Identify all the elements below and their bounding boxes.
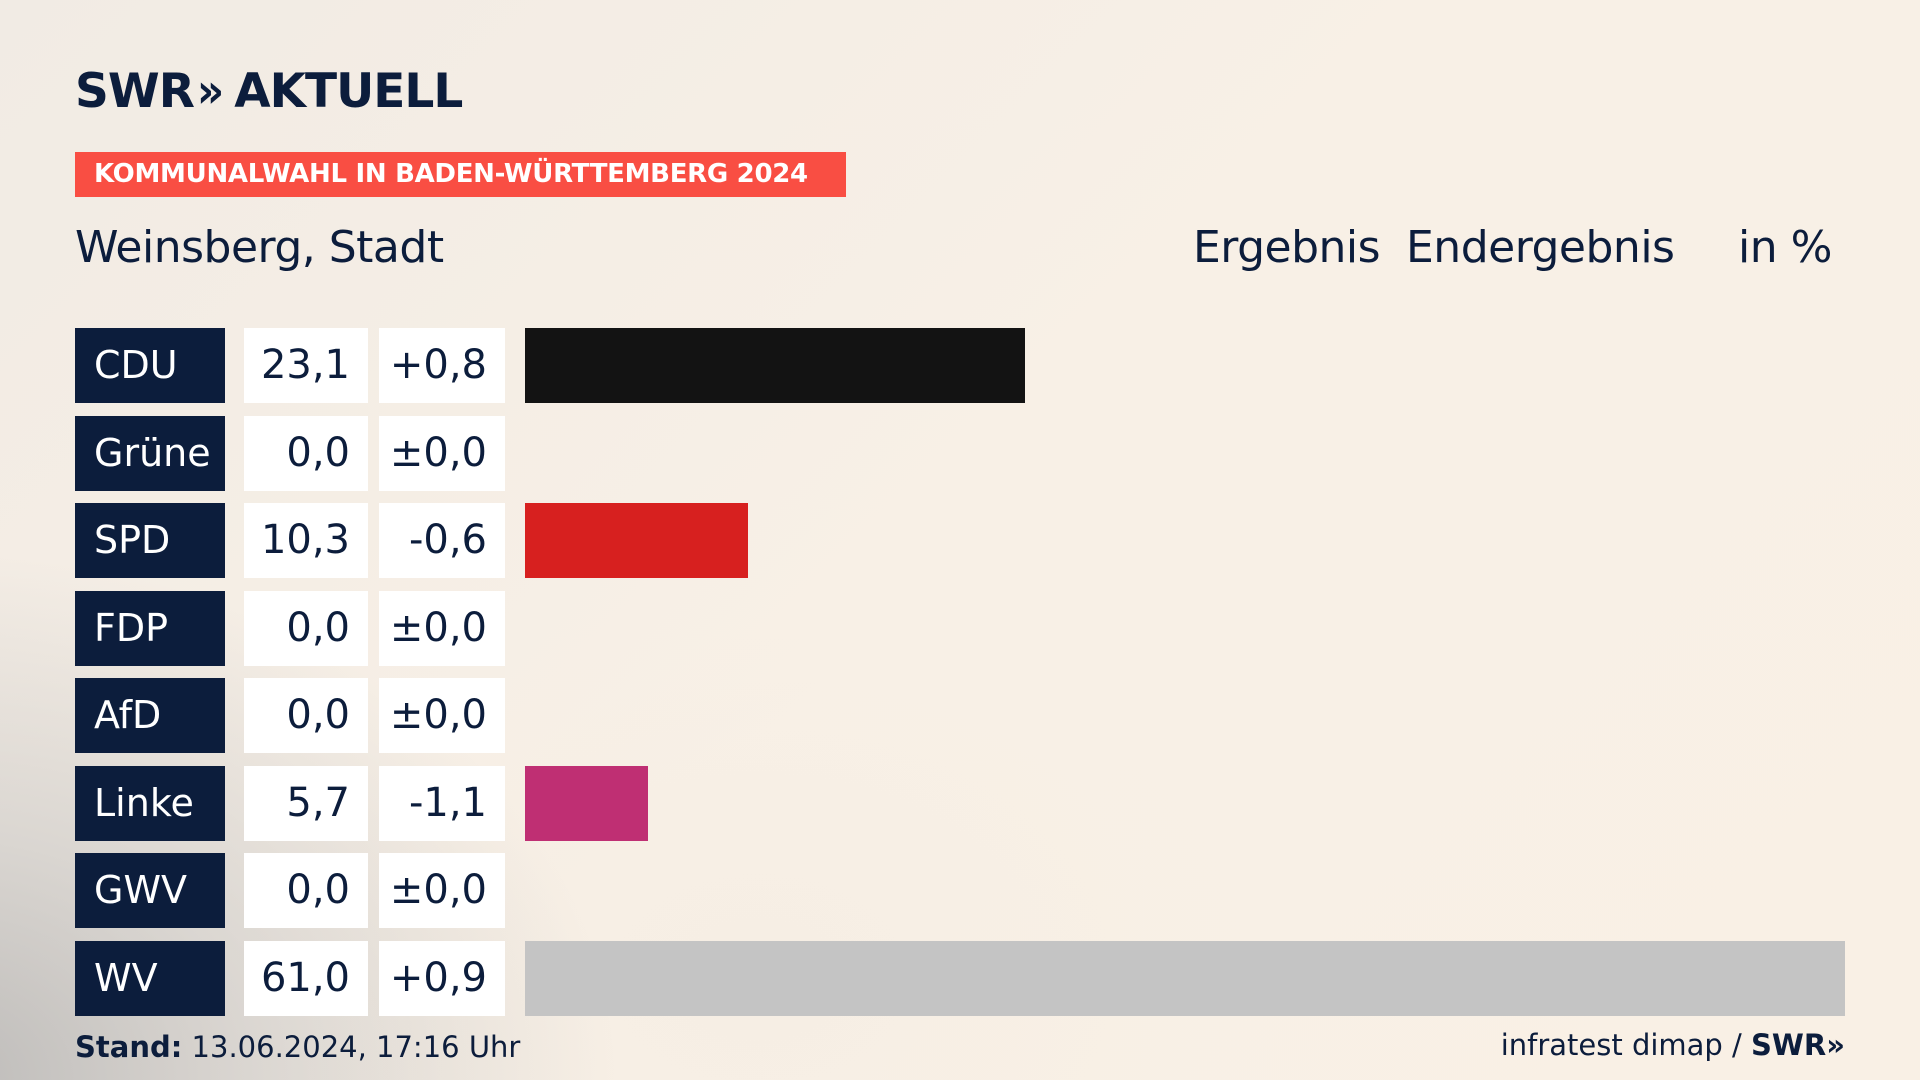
- change-value: ±0,0: [379, 678, 505, 753]
- vote-share-value: 0,0: [244, 853, 368, 928]
- vote-share-value: 0,0: [244, 678, 368, 753]
- vote-share-value: 0,0: [244, 590, 368, 666]
- logo-swr: SWR: [75, 64, 195, 119]
- party-label: SPD: [75, 503, 225, 578]
- stand-label: Stand:: [75, 1030, 183, 1064]
- result-row-wv: WV 61,0 +0,9: [0, 940, 1920, 1016]
- timestamp: Stand: 13.06.2024, 17:16 Uhr: [75, 1030, 520, 1064]
- result-row-linke: Linke 5,7 -1,1: [0, 765, 1920, 841]
- result-row-gwv: GWV 0,0 ±0,0: [0, 853, 1920, 928]
- bar-linke: [525, 765, 648, 841]
- vote-share-value: 61,0: [244, 940, 368, 1016]
- party-label: Linke: [75, 765, 225, 841]
- source-text: infratest dimap /: [1500, 1028, 1742, 1062]
- change-value: ±0,0: [379, 415, 505, 491]
- election-banner: KOMMUNALWAHL IN BADEN-WÜRTTEMBERG 2024: [75, 152, 846, 197]
- party-label: Grüne: [75, 415, 225, 491]
- party-label: AfD: [75, 678, 225, 753]
- change-value: -0,6: [379, 503, 505, 578]
- result-row-grüne: Grüne 0,0 ±0,0: [0, 415, 1920, 491]
- change-value: ±0,0: [379, 590, 505, 666]
- party-label: CDU: [75, 328, 225, 403]
- party-label: GWV: [75, 853, 225, 928]
- party-label: FDP: [75, 590, 225, 666]
- column-header-unit: in %: [1738, 222, 1832, 273]
- vote-share-value: 0,0: [244, 415, 368, 491]
- party-label: WV: [75, 940, 225, 1016]
- vote-share-value: 23,1: [244, 328, 368, 403]
- vote-share-value: 10,3: [244, 503, 368, 578]
- vote-share-value: 5,7: [244, 765, 368, 841]
- change-value: +0,9: [379, 940, 505, 1016]
- source-credit: infratest dimap / SWR»: [1501, 1028, 1845, 1062]
- bar-spd: [525, 503, 748, 578]
- stand-value: 13.06.2024, 17:16 Uhr: [191, 1030, 521, 1064]
- result-row-spd: SPD 10,3 -0,6: [0, 503, 1920, 578]
- column-header-result: Ergebnis: [1193, 222, 1381, 273]
- result-row-cdu: CDU 23,1 +0,8: [0, 328, 1920, 403]
- result-row-fdp: FDP 0,0 ±0,0: [0, 590, 1920, 666]
- change-value: +0,8: [379, 328, 505, 403]
- swr-brand-logo: SWR»: [1751, 1028, 1845, 1062]
- column-header-final: Endergebnis: [1406, 222, 1675, 273]
- logo-chevron-icon: »: [196, 64, 225, 119]
- logo-aktuell: AKTUELL: [234, 64, 463, 119]
- change-value: -1,1: [379, 765, 505, 841]
- bar-wv: [525, 940, 1845, 1016]
- swr-aktuell-logo: SWR» AKTUELL: [75, 64, 463, 119]
- result-row-afd: AfD 0,0 ±0,0: [0, 678, 1920, 753]
- region-title: Weinsberg, Stadt: [75, 222, 444, 273]
- change-value: ±0,0: [379, 853, 505, 928]
- bar-cdu: [525, 328, 1025, 403]
